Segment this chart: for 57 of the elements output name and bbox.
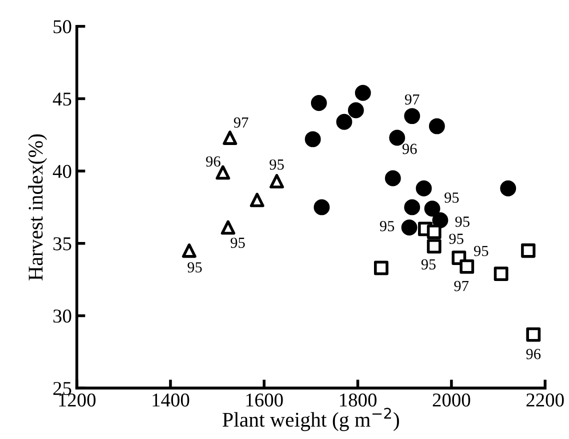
point [222, 130, 238, 145]
point [426, 224, 442, 240]
x-axis-title: Plant weight (g m$^{−2}$) [222, 408, 399, 432]
point [500, 180, 516, 196]
point [250, 192, 264, 208]
annotation: 96 [206, 156, 220, 167]
point [401, 219, 418, 236]
point [310, 95, 327, 112]
annotation: 95 [444, 192, 459, 203]
point [348, 102, 364, 118]
annotation: 96 [526, 348, 541, 360]
point [270, 174, 284, 188]
annotation: 95 [380, 221, 394, 232]
y-tick-label: 50 [54, 20, 72, 34]
point [460, 259, 474, 274]
y-axis-title: Harvest index(%) [28, 134, 47, 280]
y-tick-label: 35 [53, 237, 72, 250]
point [182, 243, 196, 258]
point [521, 243, 536, 258]
point [432, 212, 448, 228]
annotation: 96 [402, 144, 417, 154]
point [220, 220, 236, 235]
y-tick-label: 30 [53, 310, 72, 323]
annotation: 97 [404, 94, 420, 105]
y-tick-label: 40 [52, 164, 72, 178]
annotation: 95 [230, 238, 245, 248]
point [494, 266, 508, 281]
y-tick-label: 25 [53, 382, 72, 396]
x-tick-label: 2200 [526, 394, 564, 407]
point [404, 108, 420, 124]
point [374, 260, 388, 276]
annotation: 95 [188, 262, 202, 272]
x-tick-label: 1800 [340, 394, 376, 407]
annotation: 97 [454, 280, 469, 292]
x-tick-label: 2000 [432, 394, 470, 407]
annotation: 95 [421, 259, 436, 270]
annotation: 95 [270, 159, 284, 170]
annotation: 95 [449, 234, 464, 244]
point [424, 200, 440, 217]
point [384, 170, 401, 186]
point [304, 131, 321, 148]
point [428, 118, 445, 134]
annotation: 95 [455, 216, 470, 227]
point [404, 199, 420, 216]
point [354, 84, 371, 101]
point [216, 165, 230, 180]
point [314, 199, 330, 216]
annotation: 97 [234, 117, 248, 128]
x-tick-label: 1600 [246, 394, 283, 407]
x-tick-label: 1200 [59, 394, 96, 407]
annotation: 95 [474, 246, 488, 256]
point [426, 239, 442, 254]
y-tick-label: 45 [52, 92, 72, 106]
point [416, 180, 432, 196]
point [336, 114, 352, 130]
x-tick-label: 1400 [152, 394, 190, 407]
point [526, 327, 541, 342]
